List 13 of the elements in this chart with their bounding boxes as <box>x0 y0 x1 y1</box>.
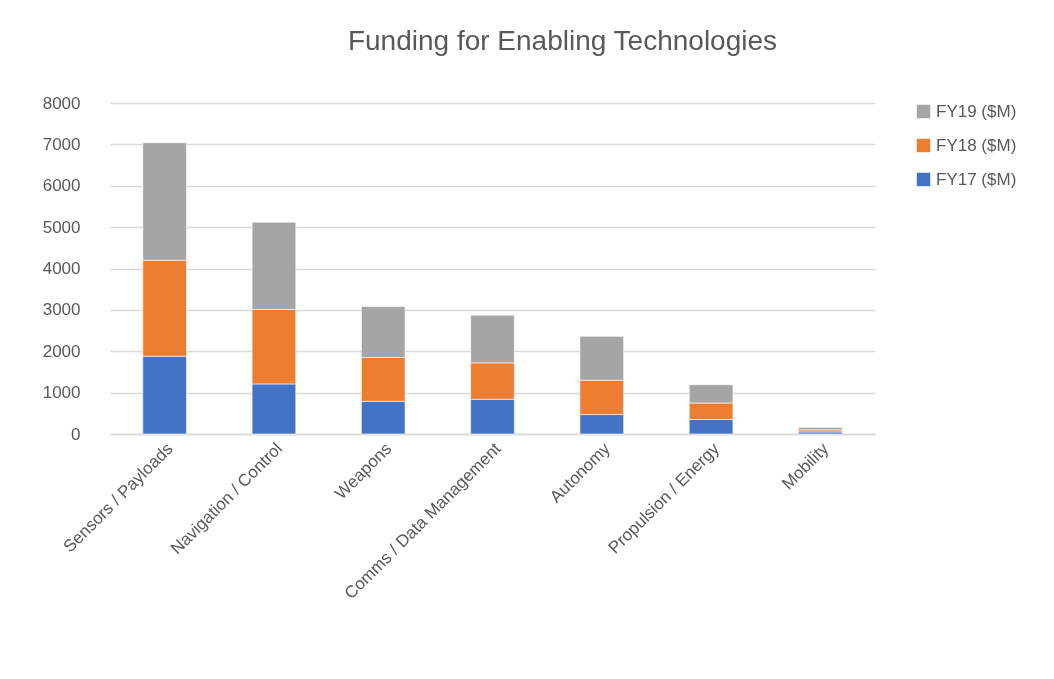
y-tick-label: 5000 <box>42 217 81 237</box>
y-tick-label: 8000 <box>42 93 81 113</box>
legend-label: FY18 ($M) <box>936 135 1017 155</box>
y-tick-label: 7000 <box>42 134 81 154</box>
y-tick-label: 2000 <box>42 341 81 361</box>
y-tick-label: 3000 <box>42 300 81 320</box>
legend-label: FY17 ($M) <box>936 169 1017 189</box>
legend-label: FY19 ($M) <box>936 101 1017 121</box>
y-tick-label: 4000 <box>42 259 81 278</box>
y-tick-label: 1000 <box>42 383 81 403</box>
y-tick-label: 6000 <box>42 176 81 196</box>
chart-title: Funding for Enabling Technologies <box>347 25 778 56</box>
y-tick-label: 0 <box>71 424 81 444</box>
